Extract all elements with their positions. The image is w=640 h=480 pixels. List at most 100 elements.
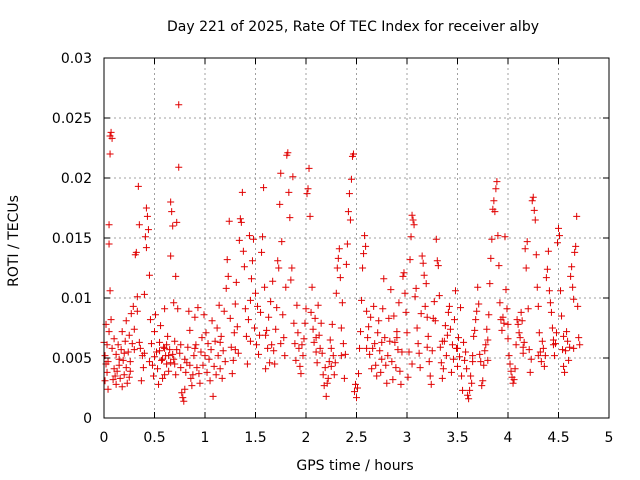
data-point (446, 325, 454, 333)
data-point (421, 302, 429, 310)
x-tick-label: 4 (504, 430, 513, 446)
data-point (258, 248, 266, 256)
data-point (209, 392, 217, 400)
data-point (261, 283, 269, 291)
data-point (231, 300, 239, 308)
data-point (133, 293, 141, 301)
data-point (527, 355, 535, 363)
data-point (402, 308, 410, 316)
data-point (420, 271, 428, 279)
data-point (408, 360, 416, 368)
data-point (337, 352, 345, 360)
data-point (483, 325, 491, 333)
x-tick-label: 0 (100, 430, 109, 446)
data-point (178, 389, 186, 397)
data-point (493, 178, 501, 186)
data-point (407, 233, 415, 241)
data-point (255, 350, 263, 358)
data-point (375, 317, 383, 325)
data-point (450, 316, 458, 324)
data-point (363, 307, 371, 315)
data-point (129, 302, 137, 310)
data-point (428, 347, 436, 355)
data-point (243, 360, 251, 368)
data-point (370, 302, 378, 310)
data-point (163, 360, 171, 368)
data-point (326, 336, 334, 344)
data-point (541, 352, 549, 360)
data-point (461, 356, 469, 364)
data-point (262, 365, 270, 373)
data-point (299, 352, 307, 360)
data-point (118, 328, 126, 336)
data-point (323, 379, 331, 387)
data-point (528, 197, 536, 205)
data-point (496, 299, 504, 307)
data-point (500, 319, 508, 327)
data-point (167, 198, 175, 206)
data-point (198, 334, 206, 342)
data-point (509, 379, 517, 387)
data-point (143, 212, 151, 220)
data-point (156, 338, 164, 346)
data-point (459, 386, 467, 394)
data-point (295, 344, 303, 352)
data-point (158, 356, 166, 364)
data-point (156, 347, 164, 355)
data-point (448, 341, 456, 349)
data-point (177, 341, 185, 349)
data-point (268, 341, 276, 349)
x-tick-label: 3.5 (446, 430, 468, 446)
data-point (378, 338, 386, 346)
data-point (458, 372, 466, 380)
data-point (195, 370, 203, 378)
data-point (464, 391, 472, 399)
data-point (548, 324, 556, 332)
data-point (106, 287, 114, 295)
data-point (342, 260, 350, 268)
data-point (204, 340, 212, 348)
data-point (570, 295, 578, 303)
data-point (525, 346, 533, 354)
data-point (147, 340, 155, 348)
data-point (126, 367, 134, 375)
data-point (248, 257, 256, 265)
data-point (275, 264, 283, 272)
data-point (142, 204, 150, 212)
data-point (465, 395, 473, 403)
data-point (185, 307, 193, 315)
data-point (168, 208, 176, 216)
x-tick-labels: 0 0.5 1 1.5 2 2.5 3 3.5 4 4.5 5 (100, 430, 614, 446)
data-point (559, 346, 567, 354)
data-point (562, 347, 570, 355)
data-point (264, 344, 272, 352)
data-point (272, 325, 280, 333)
data-point (249, 235, 257, 243)
data-point (359, 264, 367, 272)
data-point (171, 337, 179, 345)
x-tick-label: 1.5 (244, 430, 266, 446)
data-point (478, 382, 486, 390)
data-point (120, 349, 128, 357)
data-point (490, 197, 498, 205)
data-point (445, 302, 453, 310)
data-point (338, 299, 346, 307)
data-point (427, 380, 435, 388)
data-point (253, 341, 261, 349)
data-point (505, 352, 513, 360)
data-point (447, 368, 455, 376)
data-point (267, 298, 275, 306)
data-point (217, 332, 225, 340)
data-point (423, 343, 431, 351)
data-point (436, 343, 444, 351)
data-point (179, 394, 187, 402)
x-tick-label: 3 (403, 430, 412, 446)
y-tick-label: 0.02 (61, 171, 92, 187)
data-point (305, 164, 313, 172)
data-point (413, 324, 421, 332)
data-point (219, 347, 227, 355)
data-point (435, 292, 443, 300)
data-point (406, 256, 414, 264)
data-point (250, 324, 258, 332)
data-point (220, 307, 228, 315)
